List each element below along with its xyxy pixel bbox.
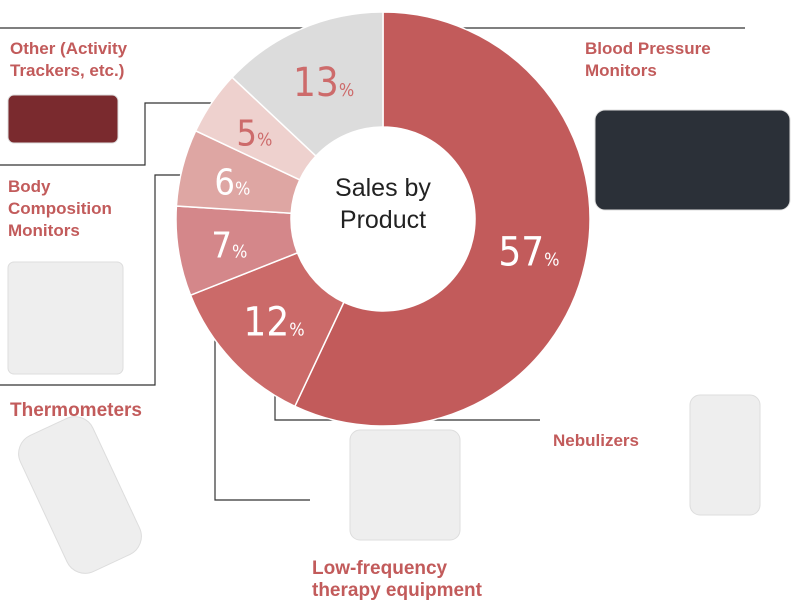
value-number: 6 [214,162,235,203]
category-label: Thermometers [10,400,142,421]
category-label: Blood Pressure Monitors [585,39,711,80]
category-label: Other (Activity Trackers, etc.) [10,39,128,80]
value-unit: % [257,130,272,151]
donut-segment [293,11,591,427]
value-unit: % [232,241,247,262]
value-label: 13% [293,60,354,106]
chart-title: Sales by Product [335,174,431,234]
value-unit: % [235,178,250,199]
value-unit: % [289,319,304,340]
value-label: 57% [498,230,559,276]
value-number: 5 [236,114,257,155]
donut-segment [189,251,345,408]
value-number: 57 [498,230,544,276]
category-label: Body Composition Monitors [8,177,112,240]
value-unit: % [339,80,354,101]
value-number: 7 [211,225,232,266]
value-label: 7% [211,225,247,266]
product-images [7,94,791,574]
value-unit: % [544,250,559,271]
value-label: 6% [214,162,250,203]
value-number: 13 [293,60,339,106]
donut-segment [231,11,384,158]
value-label: 5% [236,114,272,155]
category-label: Low-frequency therapy equipment [312,558,482,601]
value-label: 12% [243,299,304,345]
category-label: Nebulizers [553,431,639,450]
value-number: 12 [243,299,289,345]
